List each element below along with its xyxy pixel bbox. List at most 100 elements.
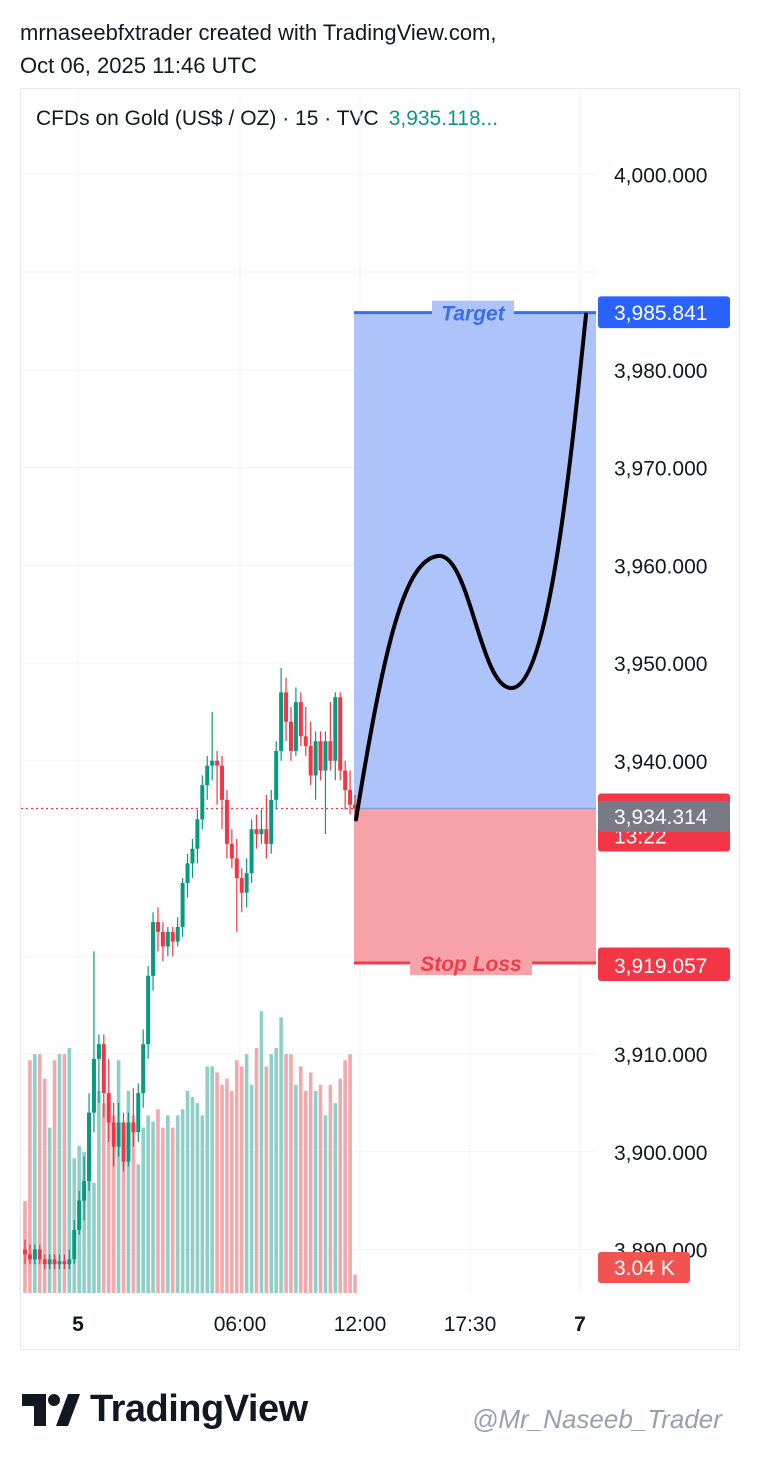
volume-bar bbox=[230, 1090, 234, 1293]
candle-body bbox=[141, 1044, 146, 1094]
candle-body bbox=[27, 1254, 32, 1260]
candle-body bbox=[87, 1112, 92, 1182]
candle-body bbox=[249, 829, 254, 874]
price-badge-label: 3,919.057 bbox=[614, 955, 707, 978]
volume-bar bbox=[338, 1078, 343, 1293]
candle-body bbox=[37, 1249, 42, 1260]
volume-bar bbox=[343, 1060, 347, 1293]
volume-bar bbox=[215, 1072, 219, 1293]
volume-bar bbox=[289, 1054, 293, 1293]
candle-body bbox=[215, 760, 220, 766]
volume-bar bbox=[116, 1060, 121, 1293]
candle-body bbox=[57, 1261, 62, 1265]
volume-bar bbox=[323, 1115, 328, 1293]
volume-bar bbox=[195, 1103, 200, 1293]
volume-bar bbox=[175, 1115, 180, 1293]
candle-body bbox=[220, 765, 225, 800]
price-badge bbox=[598, 949, 730, 981]
volume-bar bbox=[348, 1054, 352, 1293]
candle-body bbox=[210, 760, 215, 766]
candle-body bbox=[165, 931, 170, 947]
volume-bar bbox=[57, 1054, 62, 1293]
x-tick-label: 5 bbox=[72, 1313, 84, 1336]
symbol-legend[interactable]: CFDs on Gold (US$ / OZ) · 15 · TVC 3,935.… bbox=[36, 104, 498, 134]
volume-bar bbox=[205, 1066, 210, 1293]
y-tick-label: 3,940.000 bbox=[614, 751, 707, 774]
volume-bar bbox=[264, 1066, 269, 1293]
volume-bar bbox=[67, 1048, 72, 1293]
volume-bar bbox=[33, 1054, 37, 1293]
volume-bar bbox=[185, 1090, 190, 1293]
candle-body bbox=[121, 1122, 126, 1162]
candle-body bbox=[239, 878, 244, 893]
price-badge-label: 3,985.841 bbox=[614, 302, 707, 325]
candle-body bbox=[77, 1200, 82, 1230]
candle-body bbox=[155, 922, 160, 932]
last-price: 3,935.118... bbox=[388, 107, 499, 130]
y-tick-label: 3,910.000 bbox=[614, 1044, 707, 1067]
candle-body bbox=[333, 697, 338, 761]
volume-bar bbox=[225, 1078, 229, 1293]
price-badge bbox=[598, 800, 730, 832]
candle-body bbox=[254, 829, 259, 835]
volume-bar bbox=[249, 1084, 254, 1293]
candle-body bbox=[180, 882, 185, 927]
target-label-bg bbox=[432, 300, 514, 325]
candle-body bbox=[323, 741, 328, 771]
candle-body bbox=[82, 1181, 87, 1201]
volume-bar bbox=[274, 1048, 278, 1293]
candle-body bbox=[91, 1058, 96, 1113]
tradingview-logo-icon bbox=[22, 1393, 80, 1426]
candle-body bbox=[23, 1249, 27, 1255]
x-tick-label: 17:30 bbox=[444, 1313, 497, 1336]
volume-bar bbox=[269, 1054, 274, 1293]
candle-body bbox=[52, 1259, 57, 1265]
volume-bar bbox=[161, 1127, 165, 1293]
candle-body bbox=[42, 1259, 47, 1265]
candle-body bbox=[101, 1044, 106, 1094]
projection-curve bbox=[354, 312, 588, 822]
candle-body bbox=[47, 1259, 52, 1265]
volume-bar bbox=[299, 1066, 303, 1293]
volume-badge-label: 3.04 K bbox=[614, 1257, 675, 1280]
volume-bar bbox=[141, 1127, 146, 1293]
candle-body bbox=[318, 741, 323, 771]
candle-body bbox=[116, 1122, 121, 1147]
volume-bar bbox=[308, 1072, 313, 1293]
volume-bar bbox=[259, 1011, 264, 1293]
volume-bar bbox=[151, 1121, 155, 1293]
volume-bar bbox=[111, 1115, 116, 1293]
candle-body bbox=[151, 922, 156, 976]
volume-bar bbox=[328, 1084, 333, 1293]
candle-body bbox=[288, 721, 293, 751]
candle-body bbox=[279, 692, 284, 751]
y-tick-label: 3,960.000 bbox=[614, 555, 707, 578]
author-line: mrnaseebfxtrader created with TradingVie… bbox=[20, 20, 497, 45]
candle-body bbox=[244, 873, 249, 893]
volume-bar bbox=[102, 1103, 106, 1293]
y-tick-label: 4,000.000 bbox=[614, 164, 707, 187]
volume-bar bbox=[82, 1152, 86, 1293]
volume-bar bbox=[87, 1158, 91, 1293]
candle-body bbox=[264, 829, 269, 844]
candle-body bbox=[185, 863, 190, 883]
volume-bar bbox=[126, 1090, 131, 1293]
volume-bar bbox=[28, 1060, 32, 1293]
y-tick-label: 3,950.000 bbox=[614, 653, 707, 676]
volume-bar bbox=[284, 1054, 288, 1293]
candle-body bbox=[343, 770, 348, 791]
candle-body bbox=[293, 702, 298, 751]
candle-body bbox=[136, 1093, 141, 1133]
volume-bar bbox=[200, 1115, 205, 1293]
candle-body bbox=[338, 697, 343, 771]
tradingview-logo[interactable]: TradingView bbox=[22, 1388, 308, 1431]
volume-bar bbox=[239, 1066, 244, 1293]
volume-bar bbox=[47, 1127, 52, 1293]
candle-body bbox=[234, 858, 239, 879]
candle-body bbox=[308, 746, 313, 776]
volume-bar bbox=[318, 1084, 323, 1293]
price-badge-label: 3,934.314 bbox=[614, 806, 708, 829]
symbol-name: CFDs on Gold (US$ / OZ) · 15 · TVC bbox=[36, 107, 379, 130]
volume-bar bbox=[92, 1182, 96, 1293]
